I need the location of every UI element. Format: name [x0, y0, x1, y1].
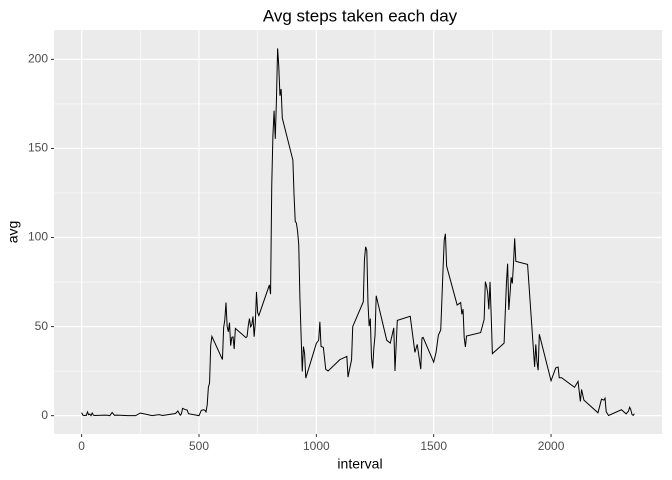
- x-axis-title: interval: [337, 456, 382, 472]
- data-line: [81, 48, 635, 417]
- y-axis-title: avg: [5, 221, 21, 244]
- x-tick-label: 2000: [538, 439, 565, 453]
- x-tick-label: 0: [78, 439, 85, 453]
- x-tick-label: 1500: [420, 439, 447, 453]
- y-tick-label: 50: [35, 319, 49, 333]
- chart-title: Avg steps taken each day: [263, 6, 458, 25]
- y-tick-label: 200: [28, 52, 48, 66]
- plot-panel: [54, 30, 662, 434]
- y-tick-label: 100: [28, 230, 48, 244]
- x-tick-label: 500: [189, 439, 209, 453]
- y-tick-label: 0: [41, 408, 48, 422]
- y-tick-label: 150: [28, 141, 48, 155]
- x-tick-label: 1000: [303, 439, 330, 453]
